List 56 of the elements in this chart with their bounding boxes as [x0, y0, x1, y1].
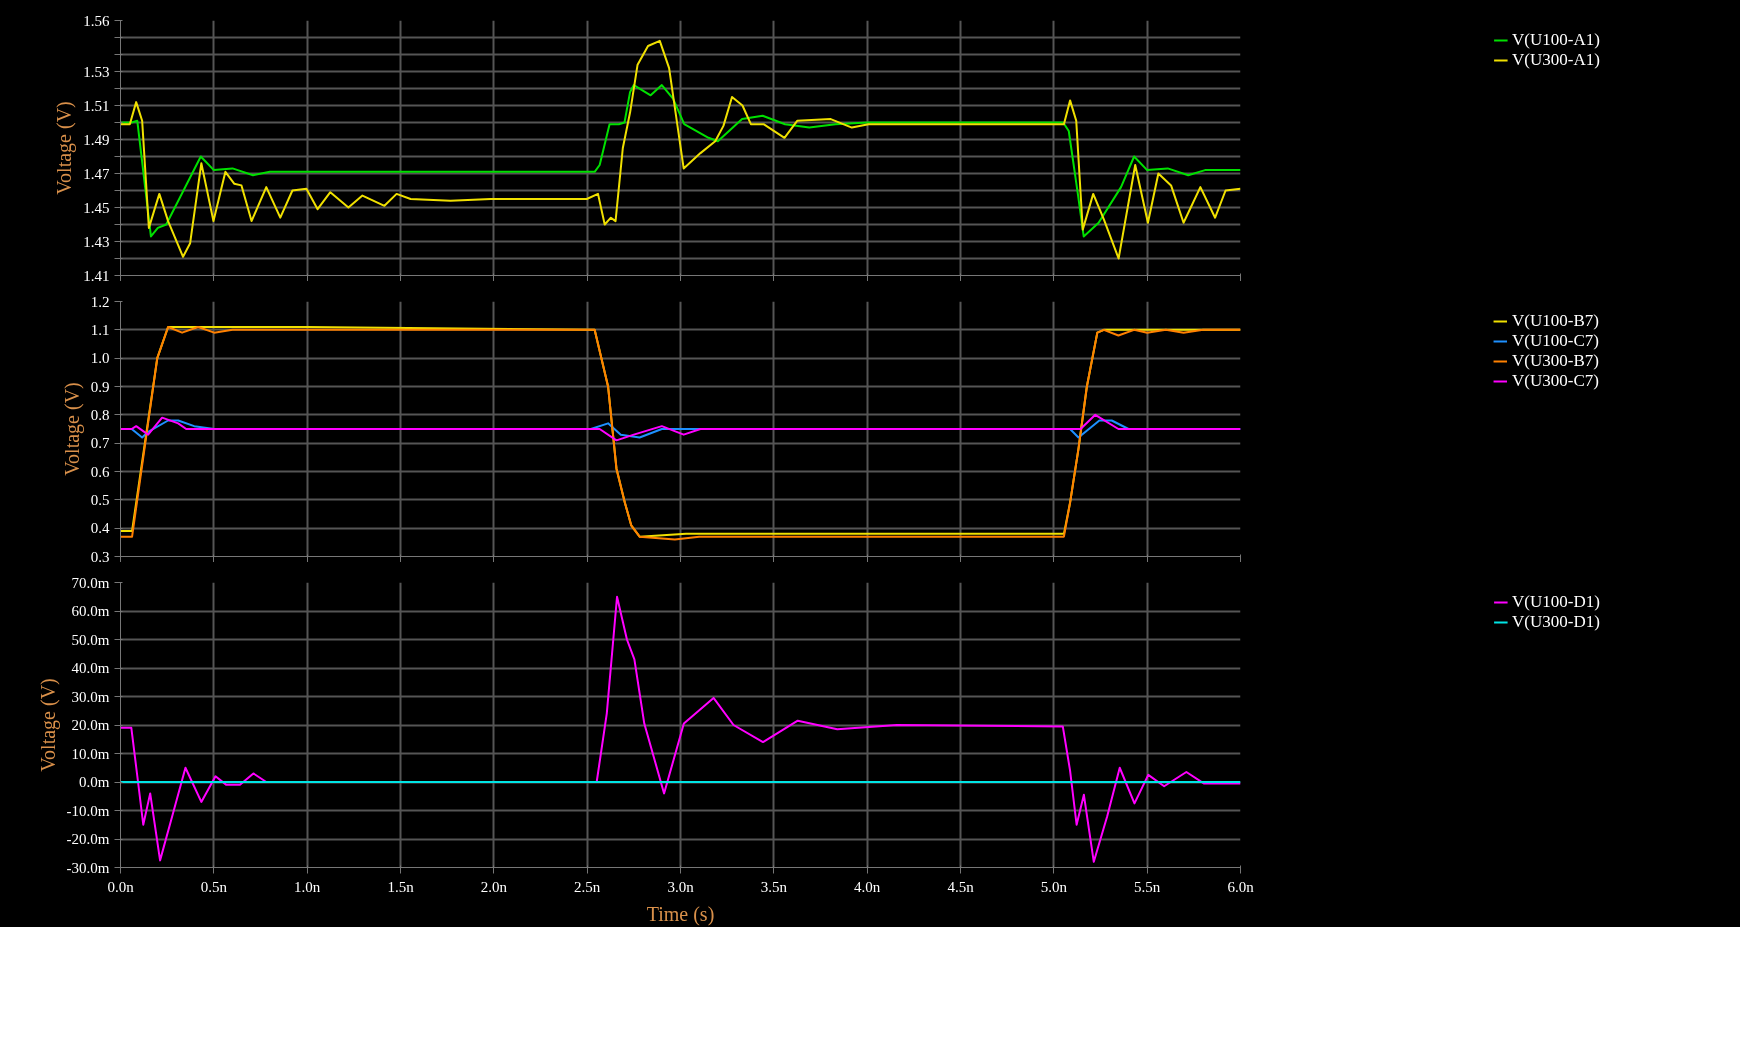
- y-tick-label: 1.53: [83, 63, 110, 80]
- x-tick-label: 1.0n: [294, 878, 321, 895]
- y-tick-label: 0.0m: [79, 774, 110, 790]
- legend-label: V(U100-D1): [1512, 592, 1600, 612]
- y-tick-label: 70.0m: [71, 574, 110, 591]
- y-tick-label: 1.0: [90, 350, 110, 367]
- y-tick-label: 0.5: [90, 491, 110, 508]
- y-tick-label: 1.41: [83, 267, 110, 284]
- y-tick-label: 1.43: [83, 233, 110, 250]
- y-tick-label: 50.0m: [71, 631, 110, 648]
- y-tick-label: 1.51: [83, 97, 110, 114]
- y-tick-label: 1.49: [83, 131, 110, 148]
- y-tick-label: 0.8: [90, 406, 110, 423]
- x-tick-label: 0.5n: [200, 878, 228, 895]
- line-series: [120, 84, 1241, 238]
- legend-label: V(U100-A1): [1512, 30, 1600, 50]
- y-axis-title: Voltage (V): [60, 382, 84, 476]
- y-tick-label: 1.1: [90, 321, 110, 338]
- y-tick-label: 10.0m: [71, 745, 110, 762]
- y-tick-label: 1.47: [83, 165, 110, 182]
- y-tick-label: 20.0m: [71, 717, 110, 733]
- legend-label: V(U300-D1): [1512, 612, 1600, 632]
- x-tick-label: 3.0n: [667, 878, 695, 895]
- x-tick-label: 4.5n: [947, 878, 975, 895]
- y-tick-label: 0.9: [90, 378, 110, 395]
- y-tick-label: 40.0m: [71, 660, 110, 676]
- line-series: [120, 413, 1241, 442]
- y-tick-label: 1.56: [83, 12, 110, 29]
- y-tick-label: 0.3: [90, 548, 110, 565]
- legend-label: V(U300-A1): [1512, 50, 1600, 70]
- x-tick-label: 5.5n: [1134, 878, 1161, 895]
- legend-label: V(U100-C7): [1512, 331, 1599, 351]
- legend-label: V(U100-B7): [1512, 311, 1599, 331]
- x-tick-label: 6.0n: [1227, 878, 1255, 895]
- y-tick-label: -30.0m: [66, 859, 110, 876]
- y-axis-title: Voltage (V): [36, 678, 60, 772]
- x-tick-label: 1.5n: [387, 878, 415, 895]
- x-tick-label: 2.0n: [480, 878, 508, 895]
- y-tick-label: 1.2: [90, 293, 110, 310]
- y-tick-label: -10.0m: [66, 802, 110, 819]
- x-tick-label: 2.5n: [574, 878, 601, 895]
- legend-label: V(U300-B7): [1512, 351, 1599, 371]
- x-tick-label: 5.0n: [1040, 878, 1068, 895]
- legend-label: V(U300-C7): [1512, 371, 1599, 391]
- y-tick-label: 0.7: [90, 435, 110, 452]
- y-tick-label: 1.45: [83, 199, 110, 216]
- x-tick-label: 0.0n: [107, 878, 135, 895]
- y-tick-label: 0.6: [90, 463, 110, 480]
- y-axis-title: Voltage (V): [53, 101, 77, 195]
- y-tick-label: 0.4: [90, 520, 110, 537]
- y-tick-label: -20.0m: [66, 831, 110, 847]
- x-tick-label: 4.0n: [854, 878, 881, 895]
- x-tick-label: 3.5n: [760, 878, 788, 895]
- x-axis-title: Time (s): [646, 902, 715, 926]
- y-tick-label: 30.0m: [71, 688, 110, 705]
- y-tick-label: 60.0m: [71, 603, 110, 619]
